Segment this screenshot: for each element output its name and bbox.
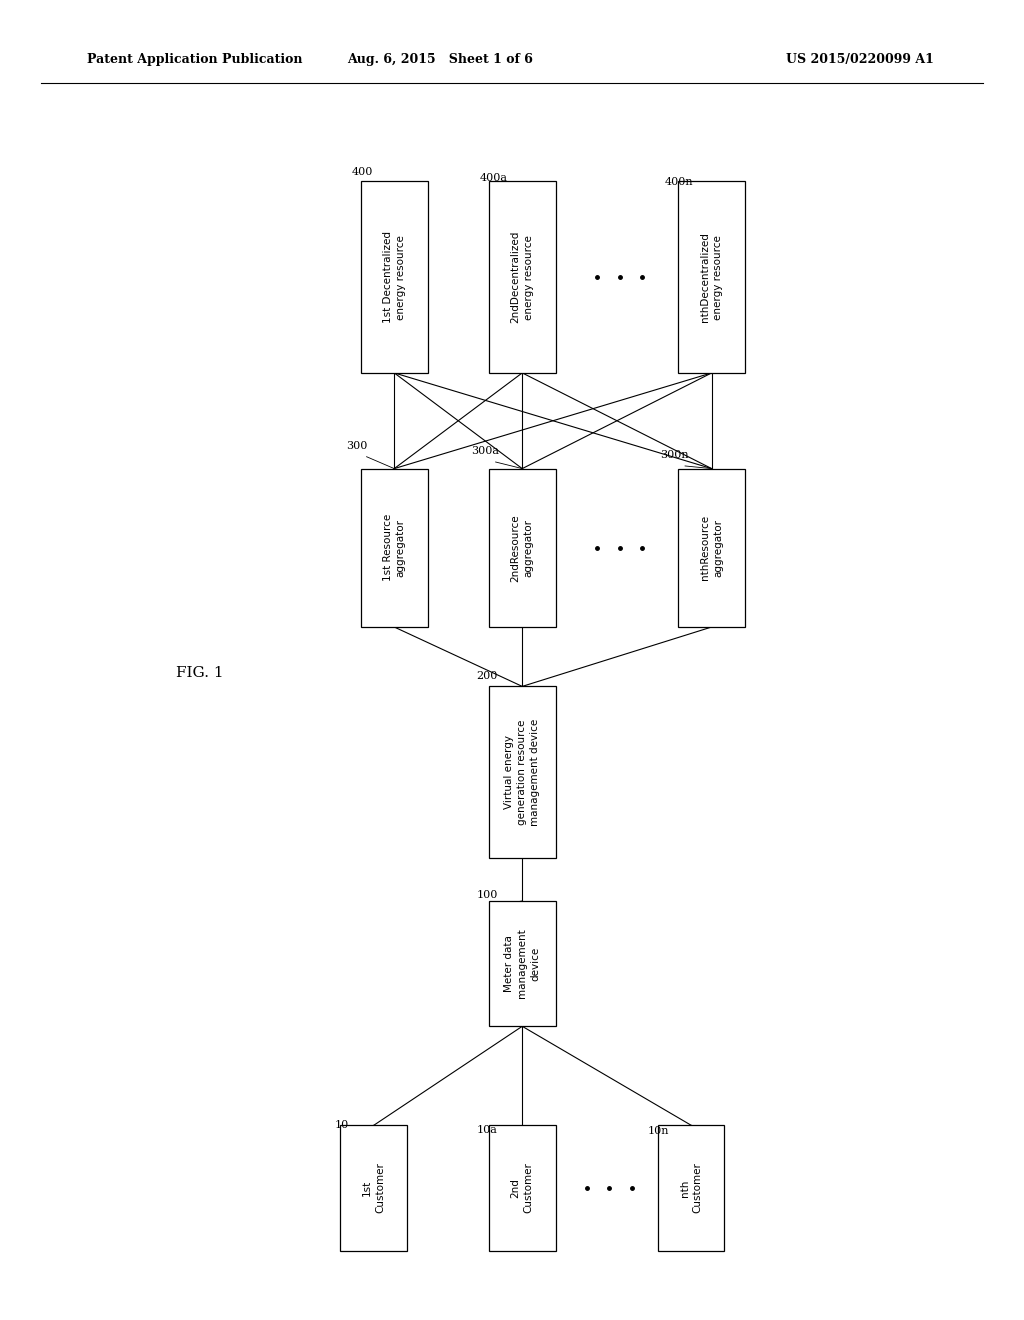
Text: US 2015/0220099 A1: US 2015/0220099 A1	[786, 53, 934, 66]
Text: 1st Decentralized
energy resource: 1st Decentralized energy resource	[383, 231, 406, 323]
Text: 2ndDecentralized
energy resource: 2ndDecentralized energy resource	[511, 231, 534, 323]
Text: Patent Application Publication: Patent Application Publication	[87, 53, 302, 66]
Bar	[361, 181, 428, 372]
Text: 400: 400	[352, 166, 373, 177]
Text: 2ndResource
aggregator: 2ndResource aggregator	[511, 513, 534, 582]
Text: 300a: 300a	[471, 446, 500, 457]
Bar	[678, 469, 745, 627]
Text: 2nd
Customer: 2nd Customer	[511, 1163, 534, 1213]
Bar	[489, 900, 555, 1027]
Text: Meter data
management
device: Meter data management device	[504, 929, 541, 998]
Bar	[489, 686, 555, 858]
Text: 400n: 400n	[665, 177, 693, 187]
Text: 10n: 10n	[648, 1126, 669, 1137]
Text: nthResource
aggregator: nthResource aggregator	[700, 515, 723, 581]
Text: nthDecentralized
energy resource: nthDecentralized energy resource	[700, 232, 723, 322]
Text: nth
Customer: nth Customer	[680, 1163, 702, 1213]
Text: 300n: 300n	[660, 450, 689, 461]
Text: 10: 10	[335, 1119, 349, 1130]
Text: 400a: 400a	[479, 173, 508, 183]
Bar	[658, 1125, 725, 1251]
Text: FIG. 1: FIG. 1	[176, 667, 223, 680]
Text: Virtual energy
generation resource
management device: Virtual energy generation resource manag…	[504, 718, 541, 826]
Bar	[489, 469, 555, 627]
Bar	[361, 469, 428, 627]
Text: 100: 100	[477, 890, 498, 900]
Text: Aug. 6, 2015   Sheet 1 of 6: Aug. 6, 2015 Sheet 1 of 6	[347, 53, 534, 66]
Bar	[489, 181, 555, 372]
Bar	[489, 1125, 555, 1251]
Text: 10a: 10a	[477, 1125, 498, 1135]
Text: 1st Resource
aggregator: 1st Resource aggregator	[383, 515, 406, 581]
Text: 1st
Customer: 1st Customer	[362, 1163, 385, 1213]
Bar	[678, 181, 745, 372]
Bar	[340, 1125, 408, 1251]
Text: 200: 200	[477, 671, 498, 681]
Text: 300: 300	[346, 441, 367, 451]
